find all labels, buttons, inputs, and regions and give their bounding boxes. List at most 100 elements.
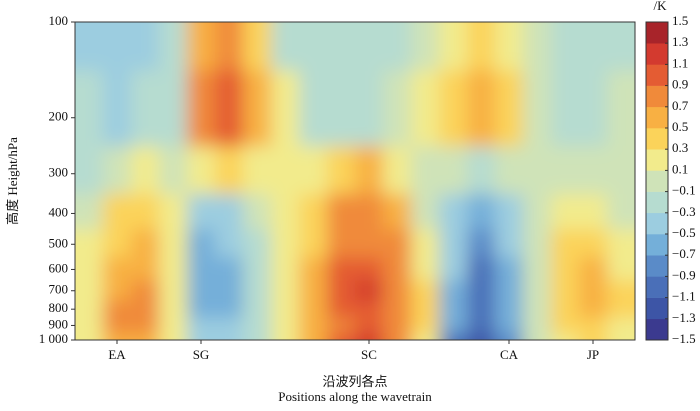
cell [271, 256, 300, 281]
cell [579, 193, 608, 230]
cell [131, 69, 160, 147]
cell [411, 299, 440, 318]
cell [579, 280, 608, 301]
cell [159, 193, 188, 230]
colorbar-label: /K [654, 0, 668, 13]
cell [103, 69, 132, 147]
x-tick-label: CA [500, 347, 519, 362]
cell [187, 299, 216, 318]
cell [327, 299, 356, 318]
cell [551, 256, 580, 281]
cell [383, 332, 412, 340]
cell [243, 299, 272, 318]
cell [131, 22, 160, 71]
cell [551, 332, 580, 340]
cell [215, 280, 244, 301]
cell [159, 256, 188, 281]
colorbar-tick-label: −1.3 [672, 310, 696, 325]
cell [271, 299, 300, 318]
cell [215, 22, 244, 71]
cell [439, 193, 468, 230]
cell [131, 193, 160, 230]
cell [75, 22, 104, 71]
cell [355, 332, 384, 340]
cell [215, 299, 244, 318]
cell [215, 228, 244, 258]
cell [579, 228, 608, 258]
cell [299, 280, 328, 301]
colorbar-tick-label: −1.5 [672, 331, 696, 346]
cell [103, 317, 132, 334]
cell [159, 280, 188, 301]
cell [103, 280, 132, 301]
cell [159, 69, 188, 147]
cell [607, 317, 635, 334]
cell [439, 145, 468, 195]
x-axis-title: 沿波列各点 [322, 374, 387, 389]
cell [243, 228, 272, 258]
cell [187, 317, 216, 334]
cell [383, 280, 412, 301]
cell [355, 145, 384, 195]
cell [271, 317, 300, 334]
colorbar-band [646, 149, 668, 171]
cell [411, 228, 440, 258]
cell [495, 256, 524, 281]
colorbar-tick-label: −0.3 [672, 204, 696, 219]
cell [579, 69, 608, 147]
cell [355, 256, 384, 281]
cell [299, 69, 328, 147]
cell [607, 69, 635, 147]
colorbar-band [646, 255, 668, 277]
cell [271, 228, 300, 258]
cell [607, 145, 635, 195]
cell [327, 332, 356, 340]
cell [215, 69, 244, 147]
cell [607, 228, 635, 258]
cell [103, 145, 132, 195]
cell [495, 332, 524, 340]
cell [411, 193, 440, 230]
cell [159, 332, 188, 340]
cell [159, 22, 188, 71]
cell [327, 193, 356, 230]
cell [355, 228, 384, 258]
cell [299, 145, 328, 195]
cell [551, 280, 580, 301]
colorbar-tick-label: 1.5 [672, 13, 688, 28]
cell [159, 299, 188, 318]
cell [187, 256, 216, 281]
cell [271, 69, 300, 147]
cell [607, 256, 635, 281]
y-tick-label: 600 [49, 260, 69, 275]
cell [467, 69, 496, 147]
cell [131, 145, 160, 195]
cell [579, 145, 608, 195]
x-tick-label: JP [587, 347, 599, 362]
cell [327, 228, 356, 258]
cell [383, 193, 412, 230]
cell [439, 299, 468, 318]
cell [355, 69, 384, 147]
cell [159, 145, 188, 195]
cell [355, 193, 384, 230]
cell [215, 193, 244, 230]
cell [607, 280, 635, 301]
cell [299, 193, 328, 230]
cell [579, 256, 608, 281]
cell [327, 317, 356, 334]
cell [495, 69, 524, 147]
cell [383, 145, 412, 195]
colorbar-band [646, 170, 668, 192]
cell [439, 22, 468, 71]
cell [523, 256, 552, 281]
y-tick-label: 500 [49, 235, 69, 250]
colorbar-band [646, 212, 668, 235]
cell [299, 299, 328, 318]
cell [131, 299, 160, 318]
cell [551, 145, 580, 195]
colorbar-band [646, 297, 668, 320]
cell [439, 69, 468, 147]
cell [383, 228, 412, 258]
cell [523, 193, 552, 230]
